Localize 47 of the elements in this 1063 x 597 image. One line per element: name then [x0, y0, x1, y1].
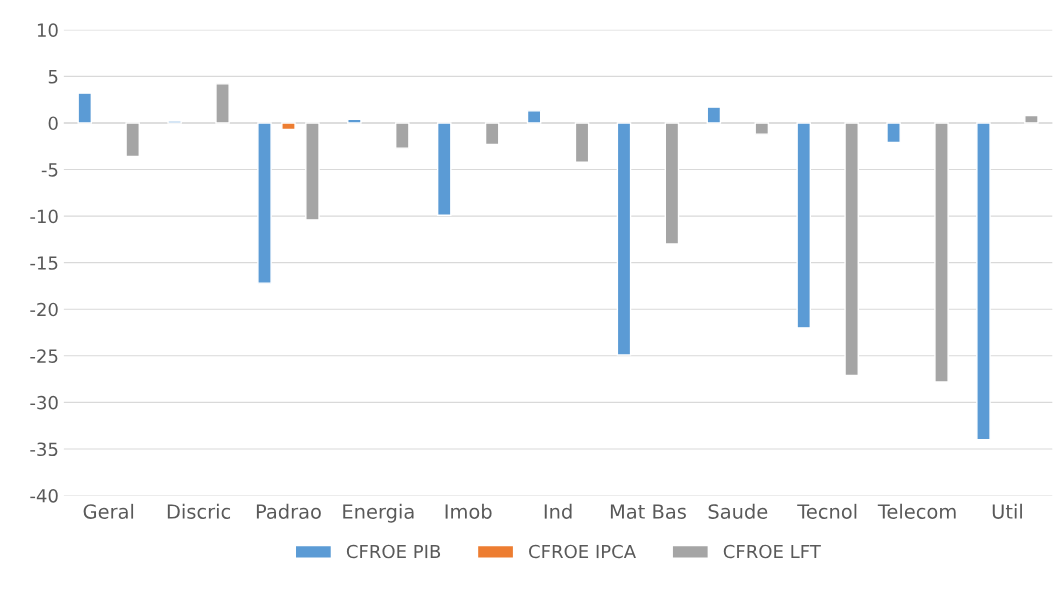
x-tick-label: Imob	[445, 503, 492, 519]
x-tick-label: Discric	[167, 503, 231, 519]
legend-label: CFROE PIB	[346, 544, 441, 559]
bar	[215, 83, 230, 124]
bar	[976, 122, 991, 441]
bar	[77, 92, 93, 124]
bar	[796, 122, 812, 329]
bar	[1024, 114, 1039, 124]
legend-label: CFROE IPCA	[529, 544, 636, 559]
y-tick-label: -30	[30, 395, 58, 410]
y-tick-label: -10	[30, 209, 58, 224]
y-tick-label: -15	[30, 256, 58, 270]
bar	[125, 122, 140, 158]
bar	[436, 122, 452, 216]
x-tick-label: Mat Bas	[610, 504, 686, 519]
y-tick-label: -5	[41, 163, 58, 177]
y-tick-label: -25	[30, 349, 58, 363]
bar	[844, 122, 859, 377]
y-tick-label: -35	[30, 442, 58, 457]
x-tick-label: Saude	[708, 503, 768, 519]
bar	[754, 122, 770, 135]
x-tick-label: Padrao	[256, 503, 321, 519]
x-tick-label: Ind	[544, 503, 572, 519]
bar	[664, 122, 680, 245]
bar	[526, 110, 542, 124]
bar	[305, 122, 320, 221]
bar	[281, 122, 296, 131]
x-tick-label: Telecom	[877, 503, 956, 519]
bar	[484, 122, 500, 146]
bar	[395, 122, 410, 149]
y-tick-label: 5	[48, 70, 58, 84]
bar	[616, 122, 632, 356]
x-tick-label: Energia	[343, 503, 414, 523]
y-tick-label: -40	[30, 488, 58, 503]
x-tick-label: Tecnol	[797, 503, 857, 519]
x-tick-label: Util	[992, 503, 1022, 519]
bar	[886, 122, 901, 144]
legend-label: CFROE LFT	[723, 544, 821, 559]
bar	[706, 106, 722, 124]
bar	[934, 122, 949, 383]
y-tick-label: -20	[30, 302, 58, 317]
bar	[347, 118, 362, 124]
y-tick-label: 10	[37, 23, 58, 37]
y-tick-label: 0	[48, 116, 58, 131]
bar	[257, 122, 272, 284]
bar	[574, 122, 590, 163]
x-tick-label: Geral	[83, 503, 134, 519]
